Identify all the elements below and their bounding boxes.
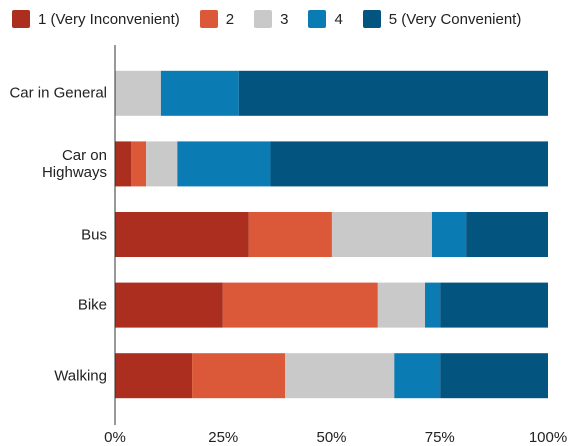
x-tick-label: 50% — [316, 429, 346, 446]
x-tick-label: 25% — [208, 429, 238, 446]
legend-item: 4 — [308, 10, 343, 28]
category-label: Walking — [54, 367, 107, 385]
legend-label: 5 (Very Convenient) — [388, 10, 522, 28]
bar-segment — [285, 353, 395, 399]
legend-swatch — [308, 10, 327, 28]
legend-label: 3 — [280, 10, 289, 28]
bar-segment — [248, 212, 332, 257]
category-label: Car in General — [9, 84, 107, 102]
bar-segment — [115, 70, 161, 116]
bar-segment — [425, 282, 441, 328]
bar-segment — [177, 141, 271, 187]
bar-segment — [440, 353, 548, 399]
legend-item: 2 — [199, 10, 235, 28]
bar-segment — [431, 212, 467, 257]
legend-swatch — [362, 10, 381, 28]
category-label: Car on Highways — [41, 146, 107, 181]
legend-swatch — [199, 10, 218, 28]
bar-segment — [146, 141, 178, 187]
legend-swatch — [12, 10, 30, 28]
bar-segment — [466, 212, 548, 257]
legend-label: 4 — [334, 10, 343, 28]
legend-item: 1 (Very Inconvenient) — [12, 10, 180, 28]
bar-segment — [394, 353, 441, 399]
bar-segment — [270, 141, 548, 187]
x-tick-label: 0% — [104, 429, 126, 446]
category-label: Bike — [77, 296, 107, 314]
bar-segment — [192, 353, 286, 399]
legend-item: 3 — [254, 10, 288, 28]
bar-segment — [115, 141, 132, 187]
legend-item: 5 (Very Convenient) — [362, 10, 522, 28]
bar-segment — [377, 282, 426, 328]
category-label: Bus — [81, 226, 107, 243]
x-tick-label: 75% — [425, 429, 455, 446]
legend: 1 (Very Inconvenient) 2 3 4 5 (Very Convenie… — [12, 10, 521, 28]
bar-segment — [222, 282, 378, 328]
bar-segment — [440, 282, 548, 328]
bar-segment — [238, 70, 548, 116]
legend-swatch — [254, 10, 273, 28]
bar-segment — [115, 282, 223, 328]
bar-segment — [115, 353, 193, 399]
bar-segment — [160, 70, 239, 116]
legend-label: 1 (Very Inconvenient) — [38, 10, 180, 28]
bar-segment — [115, 212, 249, 257]
legend-label: 2 — [225, 10, 235, 28]
x-tick-label: 100% — [529, 429, 567, 446]
bar-segment — [131, 141, 147, 187]
bar-segment — [331, 212, 432, 257]
